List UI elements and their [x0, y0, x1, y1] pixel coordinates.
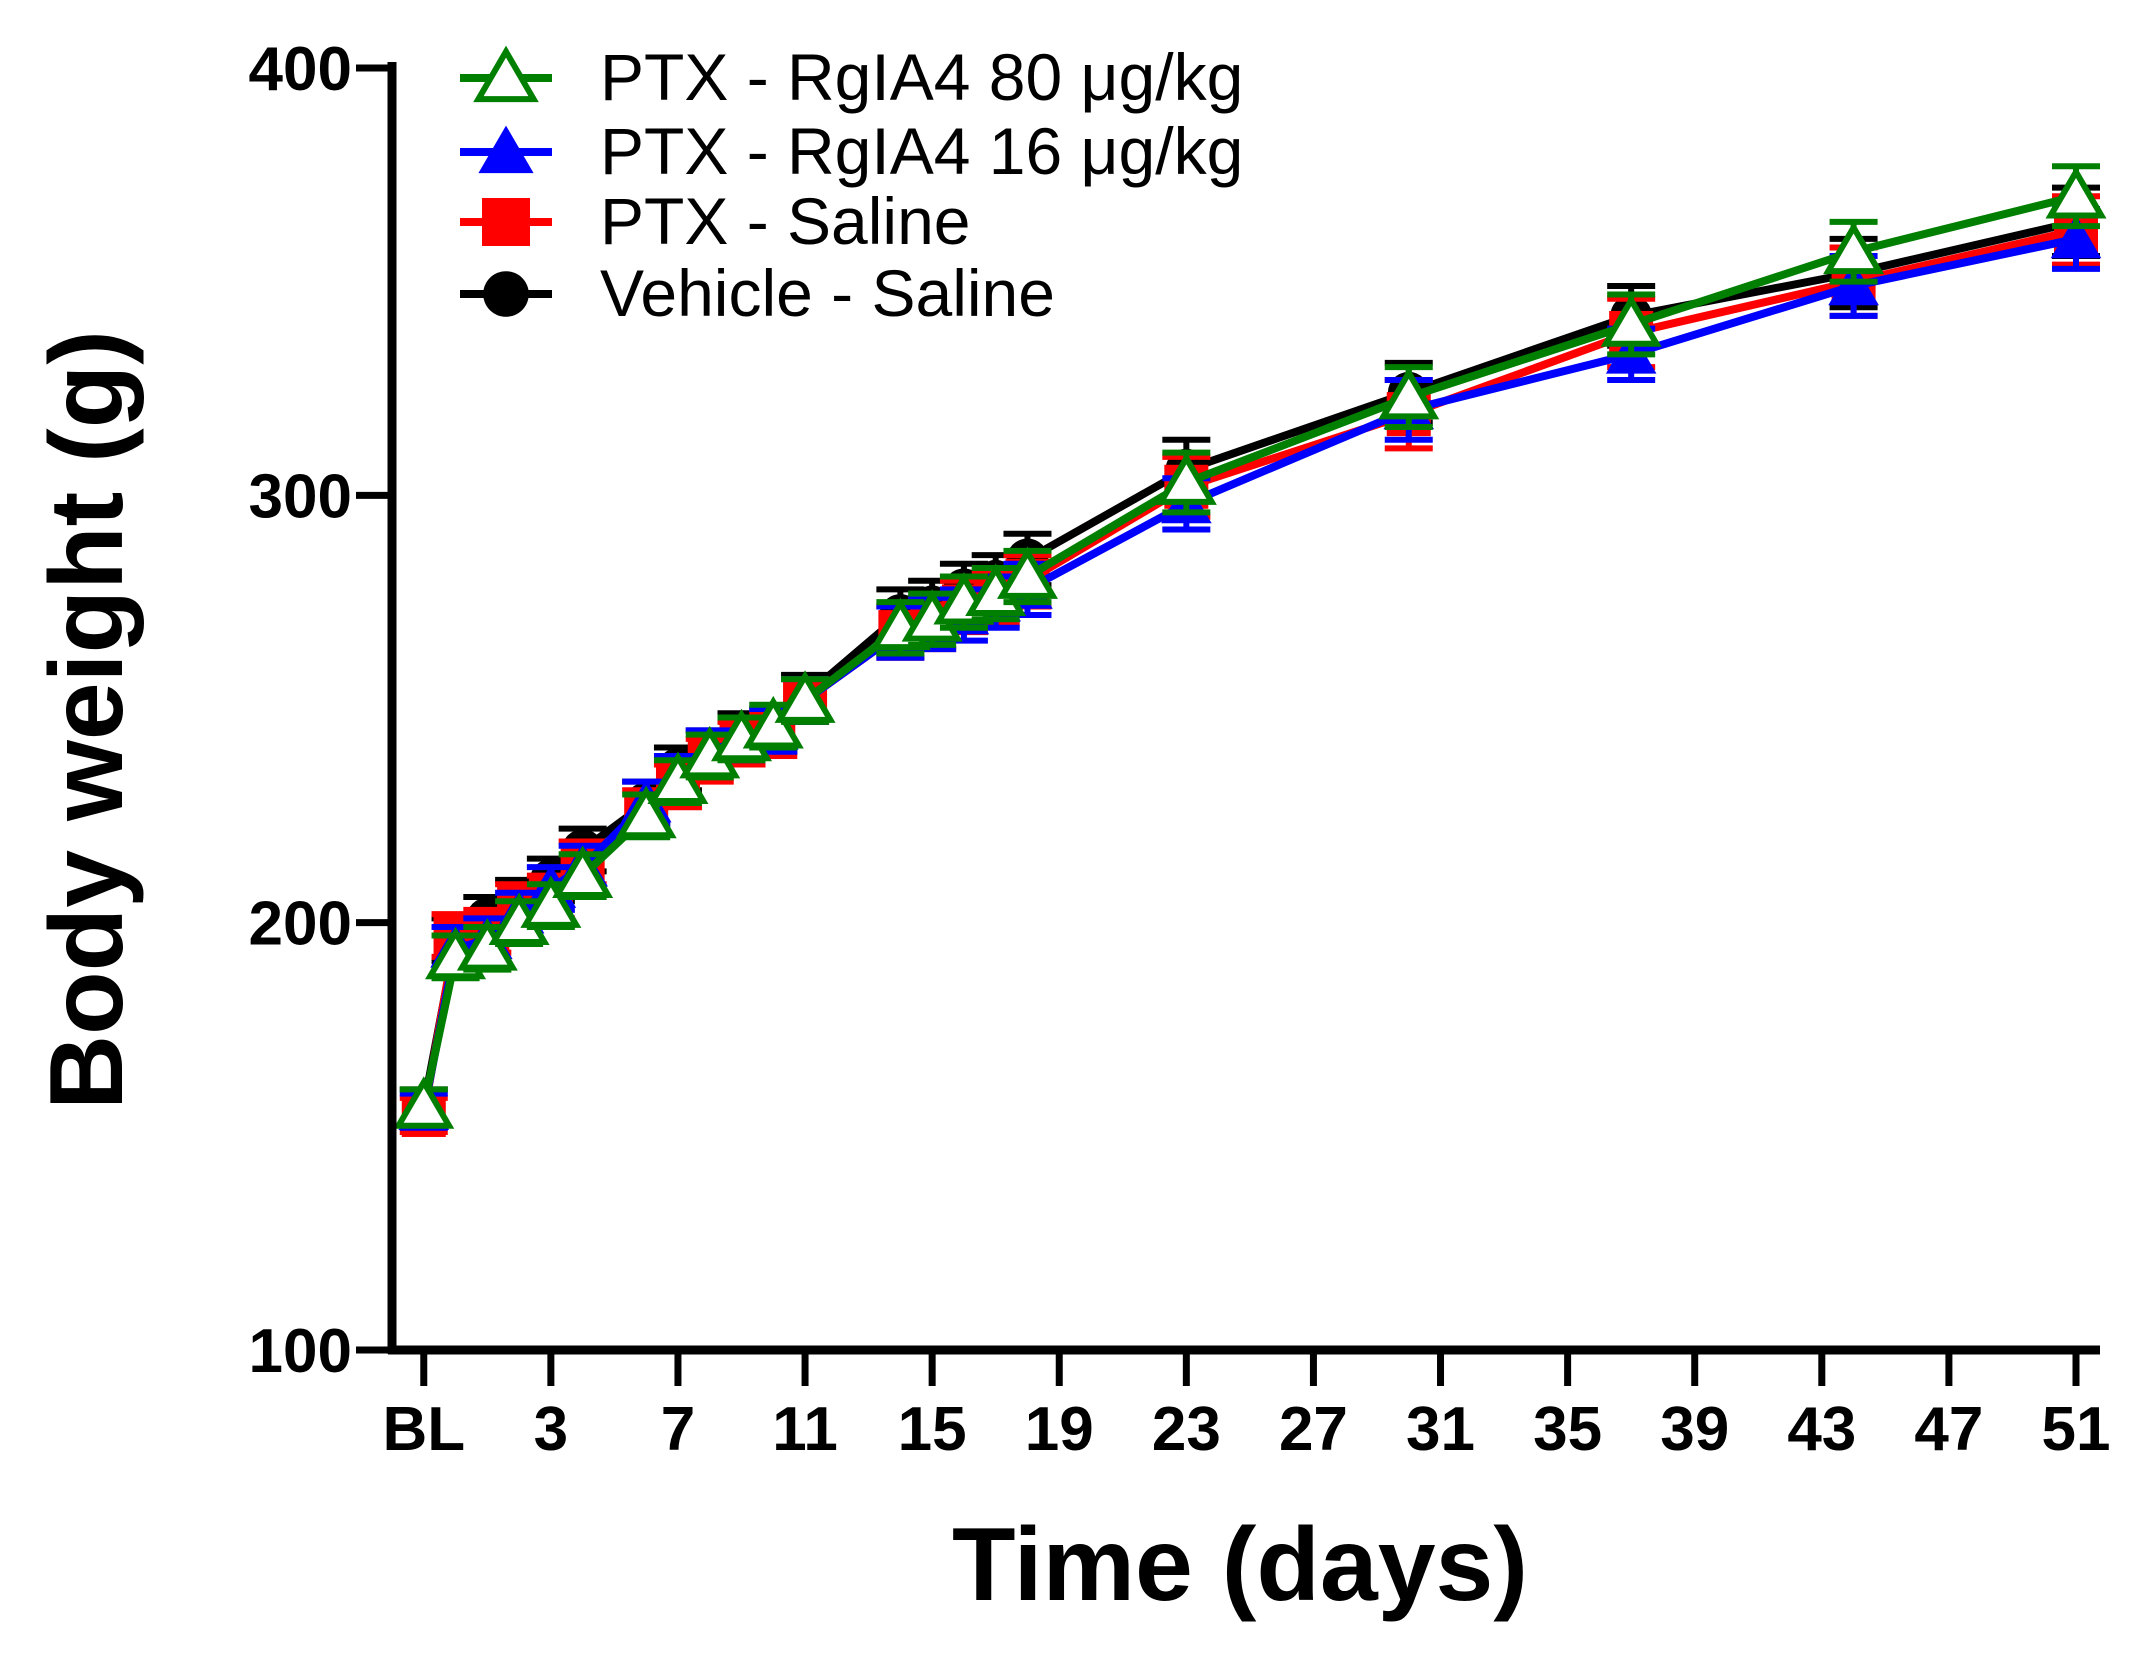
x-tick-label: 19 [1025, 1395, 1094, 1464]
legend-entry-1: PTX - Saline [460, 184, 970, 258]
legend-marker [473, 45, 539, 103]
series-2 [398, 206, 2102, 1131]
legend-entry-3: PTX - RgIA4 80 μg/kg [460, 40, 1243, 114]
data-point [2050, 214, 2102, 259]
data-point [615, 785, 677, 839]
y-tick-label: 400 [249, 35, 352, 104]
plot-layer [393, 163, 2107, 1137]
series-line [419, 226, 2077, 1116]
series-3 [393, 163, 2107, 1129]
legend-entry-2: PTX - RgIA4 16 μg/kg [460, 114, 1243, 188]
axes: 100 200 300 400 BL 3 7 11 15 19 23 27 31 35 39 43 47 51 [249, 35, 2111, 1464]
x-tick-label: 43 [1787, 1395, 1856, 1464]
x-tick-label: 27 [1279, 1395, 1348, 1464]
series-line [419, 217, 2077, 1108]
x-tick-label: BL [382, 1395, 465, 1464]
data-point [2045, 166, 2107, 219]
data-point [1823, 221, 1885, 275]
legend-marker [478, 125, 534, 174]
legend-label: PTX - RgIA4 80 μg/kg [600, 40, 1243, 114]
data-point [774, 670, 836, 723]
x-tick-label: 23 [1152, 1395, 1221, 1464]
x-tick-label: 15 [898, 1395, 967, 1464]
series-line [419, 235, 2077, 1112]
series-1 [399, 193, 2100, 1137]
legend-label: PTX - RgIA4 16 μg/kg [600, 114, 1243, 188]
data-point [1155, 452, 1217, 505]
x-tick-label: 35 [1533, 1395, 1602, 1464]
legend-entry-0: Vehicle - Saline [460, 256, 1055, 330]
y-axis-title: Body weight (g) [29, 330, 145, 1110]
legend-marker [482, 198, 530, 246]
data-point [1378, 366, 1440, 420]
y-tick-label: 200 [249, 890, 352, 959]
data-point [393, 1076, 455, 1129]
y-tick-label: 100 [249, 1317, 352, 1386]
data-point [996, 546, 1058, 599]
y-tick-label: 300 [249, 462, 352, 531]
legend-label: PTX - Saline [600, 184, 970, 258]
data-point [552, 845, 614, 899]
series-line [419, 192, 2077, 1108]
x-axis-title: Time (days) [952, 1507, 1528, 1623]
x-tick-label: 31 [1406, 1395, 1475, 1464]
x-tick-label: 7 [661, 1395, 695, 1464]
x-tick-label: 47 [1914, 1395, 1983, 1464]
x-tick-label: 11 [772, 1395, 838, 1464]
x-tick-label: 39 [1660, 1395, 1729, 1464]
data-point [520, 875, 582, 928]
x-tick-label: 51 [2042, 1395, 2111, 1464]
legend-label: Vehicle - Saline [600, 256, 1055, 330]
data-point [1600, 294, 1662, 347]
x-tick-label: 3 [534, 1395, 568, 1464]
legend-marker [483, 271, 529, 317]
